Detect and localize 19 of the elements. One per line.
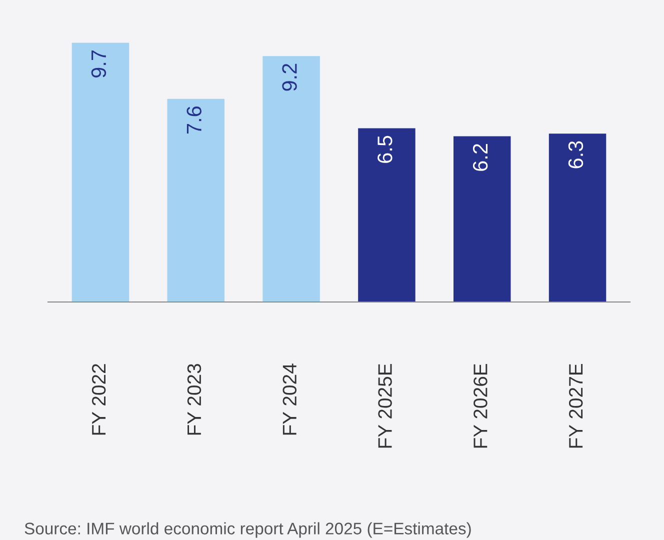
x-tick-label: FY 2026E xyxy=(474,364,488,448)
bar xyxy=(358,128,416,302)
x-tick-label: FY 2022 xyxy=(92,364,106,435)
data-label: 7.6 xyxy=(186,106,202,134)
data-label: 9.7 xyxy=(91,50,106,78)
bar xyxy=(548,134,606,302)
bar xyxy=(262,56,320,302)
x-tick-label: FY 2023 xyxy=(187,364,202,435)
source-note: Source: IMF world economic report April 2025 (E=Estimates) xyxy=(24,522,471,538)
bar xyxy=(72,42,130,302)
x-tick-label: FY 2027E xyxy=(568,364,583,448)
bar xyxy=(167,98,225,302)
data-label: 6.3 xyxy=(568,141,584,168)
x-tick-label: FY 2024 xyxy=(282,364,297,435)
bar xyxy=(453,136,511,302)
data-label: 6.2 xyxy=(472,144,488,171)
x-tick-label: FY 2025E xyxy=(378,364,392,448)
data-label: 9.2 xyxy=(282,64,297,91)
data-label: 6.5 xyxy=(378,136,392,163)
